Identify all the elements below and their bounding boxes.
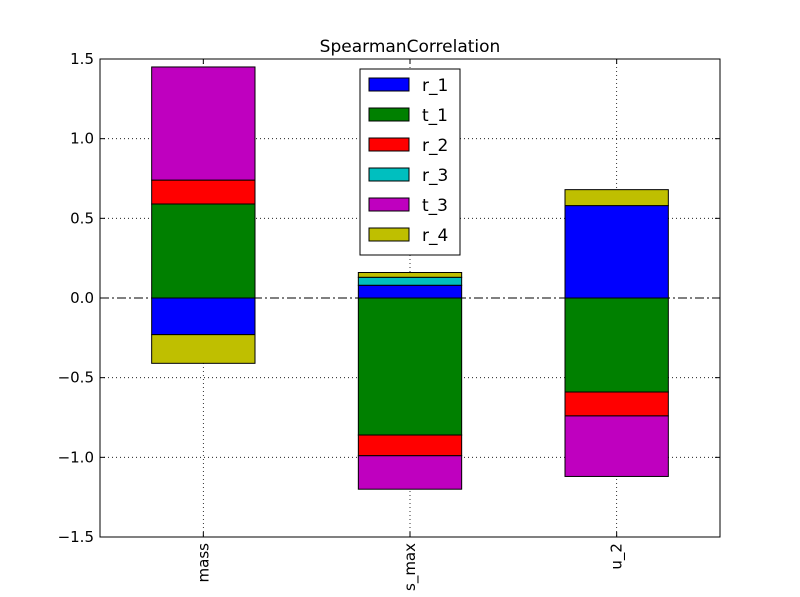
y-tick-label: −1.0 — [58, 448, 94, 466]
bar-segment-r_4-s_max — [357, 272, 463, 278]
bar-segment-r_2-s_max — [357, 434, 463, 457]
bar-segment-r_4-u_2 — [564, 189, 669, 207]
legend-swatch-t_1 — [368, 107, 410, 122]
bar-segment-t_1-s_max — [357, 297, 463, 436]
bar-segment-r_1-u_2 — [564, 205, 669, 299]
legend-label-r_2: r_2 — [422, 136, 448, 156]
x-tick-label: mass — [194, 543, 212, 583]
legend-swatch-t_3 — [368, 197, 410, 212]
bar-segment-t_1-mass — [151, 203, 256, 299]
y-tick-label: 0.5 — [70, 209, 94, 227]
legend-swatch-r_2 — [368, 137, 410, 152]
legend-box — [359, 68, 461, 256]
y-tick-label: 1.0 — [70, 130, 94, 148]
axis-ticks: −1.5 −1.0 −0.5 0.0 0.5 1.0 1.5 mass s_max u_2 — [58, 50, 720, 591]
y-tick-label: −0.5 — [58, 369, 94, 387]
x-tick-label: u_2 — [608, 543, 627, 570]
y-tick-label: 0.0 — [70, 289, 94, 307]
bar-segment-r_1-mass — [151, 297, 256, 336]
legend-swatch-r_3 — [368, 167, 410, 182]
legend-swatch-r_1 — [368, 77, 410, 92]
bar-segment-t_3-u_2 — [564, 415, 669, 477]
chart-title: SpearmanCorrelation — [320, 37, 501, 57]
bar-segment-r_2-u_2 — [564, 391, 669, 417]
bar-segment-r_3-s_max — [357, 276, 463, 286]
legend-swatch-r_4 — [368, 227, 410, 242]
bar-segment-t_3-s_max — [357, 455, 463, 490]
bar-segment-r_1-s_max — [357, 284, 463, 299]
bar-segment-t_3-mass — [151, 66, 256, 181]
y-tick-label: 1.5 — [70, 50, 94, 68]
legend-label-t_1: t_1 — [422, 106, 448, 126]
bar-segment-r_2-mass — [151, 179, 256, 205]
legend: r_1 t_1 r_2 r_3 t_3 r_4 — [359, 68, 461, 256]
legend-label-r_1: r_1 — [422, 76, 448, 96]
legend-label-r_3: r_3 — [422, 166, 448, 186]
bar-segment-t_1-u_2 — [564, 297, 669, 393]
legend-label-t_3: t_3 — [422, 196, 448, 216]
bars — [151, 66, 669, 490]
x-tick-label: s_max — [401, 543, 420, 591]
legend-label-r_4: r_4 — [422, 226, 448, 246]
bar-segment-r_4-mass — [151, 334, 256, 364]
y-tick-label: −1.5 — [58, 528, 94, 546]
